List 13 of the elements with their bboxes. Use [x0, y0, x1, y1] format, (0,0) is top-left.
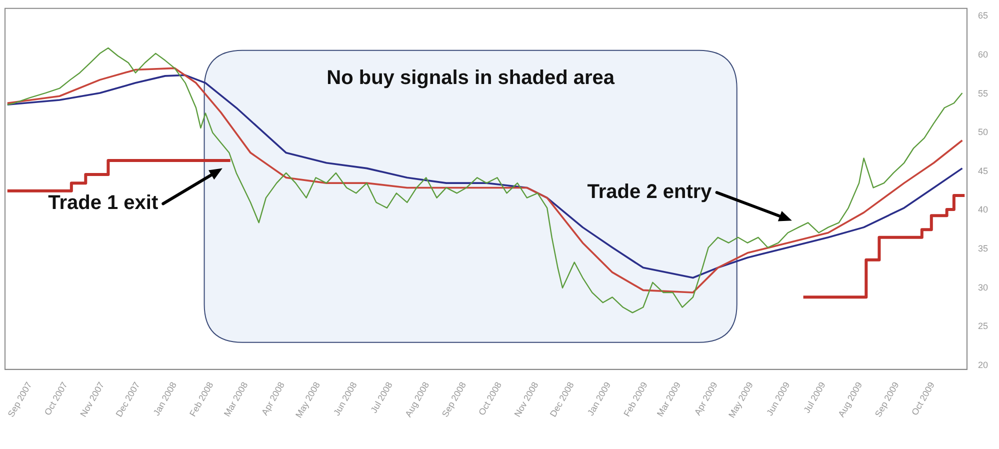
- y-tick-label: 65: [978, 10, 988, 21]
- y-tick-label: 30: [978, 282, 988, 292]
- y-tick-label: 60: [978, 49, 988, 60]
- band-label: No buy signals in shaded area: [326, 66, 616, 89]
- y-tick-label: 40: [978, 204, 988, 215]
- y-tick-label: 45: [978, 166, 988, 176]
- annotation: Trade 1 exit: [48, 192, 158, 214]
- y-tick-label: 20: [978, 360, 988, 370]
- y-tick-label: 50: [978, 127, 988, 138]
- y-tick-label: 35: [978, 244, 988, 254]
- y-tick-label: 25: [978, 321, 988, 332]
- y-tick-label: 55: [978, 88, 988, 98]
- annotation: Trade 2 entry: [587, 181, 713, 204]
